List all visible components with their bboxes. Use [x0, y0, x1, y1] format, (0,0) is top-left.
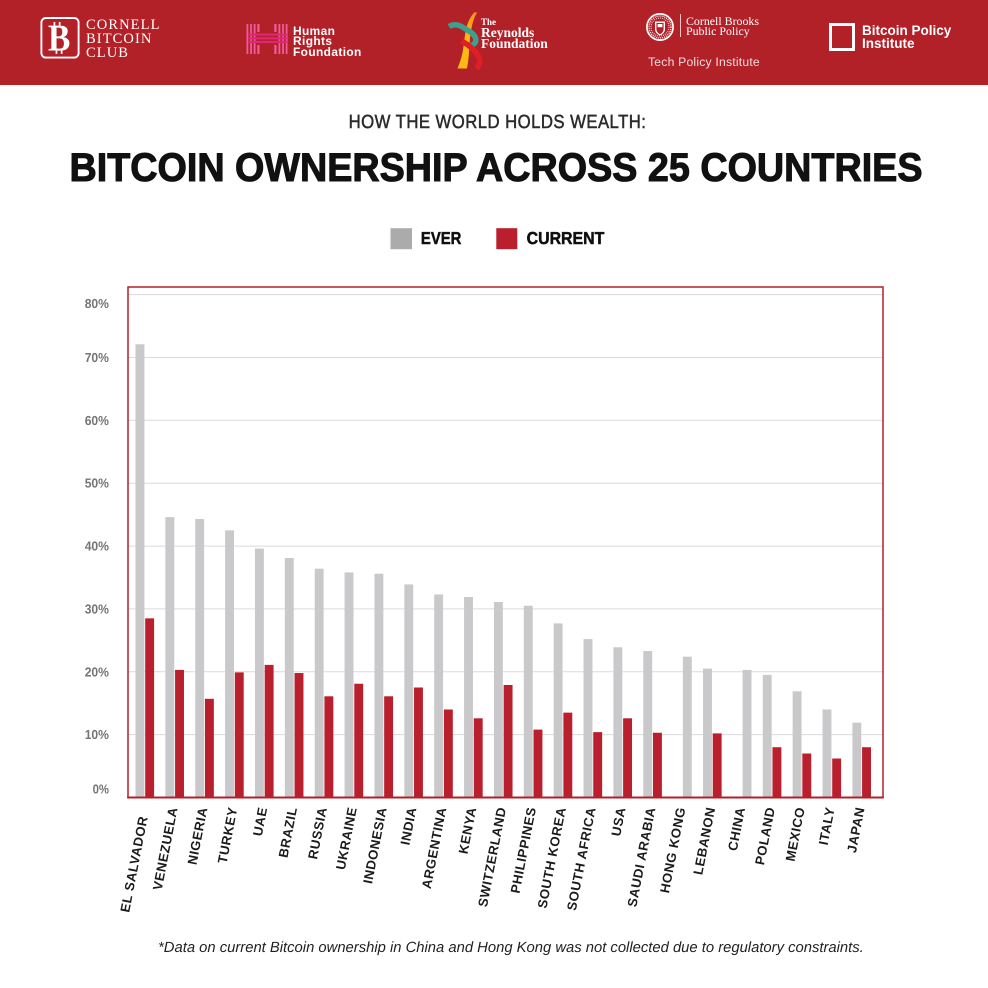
- svg-text:40%: 40%: [85, 539, 110, 554]
- svg-text:20%: 20%: [85, 664, 110, 679]
- svg-text:60%: 60%: [85, 413, 110, 428]
- svg-text:UAE: UAE: [250, 806, 270, 838]
- svg-text:EL SALVADOR: EL SALVADOR: [117, 815, 150, 914]
- svg-text:TURKEY: TURKEY: [215, 806, 241, 865]
- svg-text:ARGENTINA: ARGENTINA: [419, 806, 450, 890]
- svg-text:80%: 80%: [85, 296, 110, 311]
- svg-text:VENEZUELA: VENEZUELA: [150, 806, 181, 892]
- svg-text:RUSSIA: RUSSIA: [305, 806, 330, 861]
- svg-text:30%: 30%: [85, 601, 110, 616]
- svg-text:LEBANON: LEBANON: [690, 806, 718, 876]
- svg-text:KENYA: KENYA: [456, 806, 480, 855]
- svg-text:70%: 70%: [85, 350, 110, 365]
- svg-text:SOUTH AFRICA: SOUTH AFRICA: [564, 806, 599, 912]
- svg-text:CURRENT: CURRENT: [527, 228, 605, 248]
- svg-text:50%: 50%: [85, 476, 110, 491]
- svg-text:HOW THE WORLD HOLDS WEALTH:: HOW THE WORLD HOLDS WEALTH:: [349, 112, 647, 133]
- svg-text:SWITZERLAND: SWITZERLAND: [475, 806, 509, 908]
- svg-text:NIGERIA: NIGERIA: [185, 806, 211, 866]
- svg-text:MEXICO: MEXICO: [783, 806, 808, 863]
- svg-text:UKRAINE: UKRAINE: [333, 806, 360, 871]
- svg-text:ITALY: ITALY: [816, 806, 838, 847]
- svg-text:CHINA: CHINA: [725, 806, 748, 852]
- svg-text:PHILIPPINES: PHILIPPINES: [508, 806, 539, 895]
- svg-text:INDIA: INDIA: [397, 806, 419, 847]
- svg-text:EVER: EVER: [421, 228, 462, 248]
- svg-text:HONG KONG: HONG KONG: [657, 806, 688, 895]
- svg-text:B: B: [48, 17, 70, 59]
- svg-text:POLAND: POLAND: [752, 806, 778, 866]
- svg-text:BRAZIL: BRAZIL: [276, 806, 301, 859]
- svg-text:USA: USA: [608, 806, 628, 838]
- svg-text:10%: 10%: [85, 727, 110, 742]
- svg-text:SAUDI ARABIA: SAUDI ARABIA: [624, 806, 658, 908]
- svg-text:JAPAN: JAPAN: [844, 806, 868, 854]
- svg-text:0%: 0%: [93, 781, 110, 796]
- svg-text:*Data on current Bitcoin owner: *Data on current Bitcoin ownership in Ch…: [158, 940, 864, 956]
- svg-text:BITCOIN OWNERSHIP ACROSS 25 CO: BITCOIN OWNERSHIP ACROSS 25 COUNTRIES: [69, 146, 922, 190]
- svg-text:SOUTH KOREA: SOUTH KOREA: [535, 806, 569, 910]
- svg-text:INDONESIA: INDONESIA: [360, 806, 390, 885]
